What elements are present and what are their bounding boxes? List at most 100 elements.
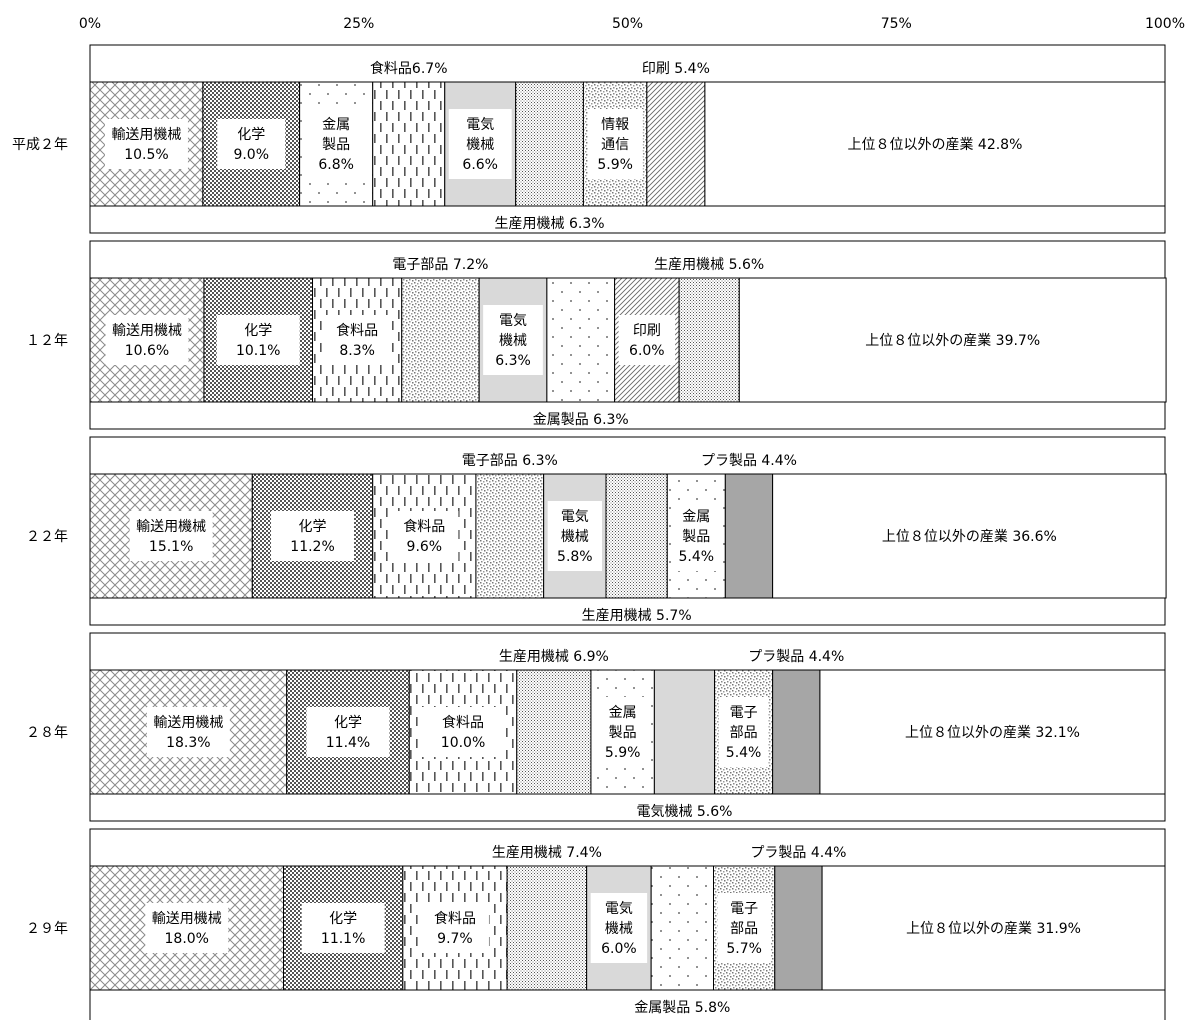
segment-label-bg xyxy=(594,697,651,767)
bar-segment xyxy=(515,81,584,207)
bar-segment xyxy=(724,473,774,599)
segment-label-bg xyxy=(216,315,300,365)
segment-outside-label: 電子部品 6.3% xyxy=(462,453,558,469)
bar-segment xyxy=(678,277,740,403)
segment-label-bg xyxy=(448,109,512,179)
bar-segment xyxy=(819,669,1166,795)
x-tick-label: 0% xyxy=(79,16,101,32)
segment-label-bg xyxy=(145,903,229,953)
segment-label: 機械 xyxy=(466,137,494,153)
segment-label: 5.4% xyxy=(679,549,715,565)
segment-label: 化学 xyxy=(237,127,265,143)
segment-label: 金属 xyxy=(322,117,350,133)
bar-segment xyxy=(738,277,1167,403)
segment-label: 電気 xyxy=(466,117,494,133)
segment-label: 電子 xyxy=(730,901,758,917)
segment-label: 8.3% xyxy=(339,343,375,359)
segment-label-bg xyxy=(717,893,771,963)
x-tick-label: 25% xyxy=(343,16,374,32)
segment-outside-label: 生産用機械 5.6% xyxy=(654,257,764,273)
segment-label-bg xyxy=(323,315,392,365)
segment-label: 化学 xyxy=(244,323,272,339)
segment-label: 上位８位以外の産業 31.9% xyxy=(906,921,1081,937)
segment-label: 金属 xyxy=(609,705,637,721)
segment-label-bg xyxy=(146,707,230,757)
bar-segment xyxy=(704,81,1166,207)
segment-outside-label: 金属製品 5.8% xyxy=(634,1000,730,1016)
segment-label-bg xyxy=(718,697,769,767)
x-axis-ticks: 0% 25% 50% 75% 100% xyxy=(79,16,1185,32)
row-label: ２９年 xyxy=(26,921,68,937)
segment-label: 金属 xyxy=(682,509,710,525)
segment-label-bg xyxy=(129,511,213,561)
segment-outside-label: プラ製品 4.4% xyxy=(748,649,844,665)
segment-label: 18.0% xyxy=(165,931,209,947)
bar-segment xyxy=(546,277,616,403)
segment-label: 11.4% xyxy=(326,735,370,751)
segment-label: 機械 xyxy=(605,921,633,937)
segment-label: 輸送用機械 xyxy=(111,127,181,143)
segment-label: 15.1% xyxy=(149,539,193,555)
row-label: ２２年 xyxy=(26,529,68,545)
segment-label-bg xyxy=(421,707,505,757)
bar-row: ２８年 輸送用機械 18.3% 化学 11.4% 食料品 10.0% 生産用機械 6.9% 金属… xyxy=(26,632,1166,822)
x-tick-label: 100% xyxy=(1145,16,1185,32)
segment-label: 製品 xyxy=(609,725,637,741)
bar-segment xyxy=(372,81,446,207)
segment-label: 印刷 xyxy=(633,323,661,339)
segment-label-bg xyxy=(104,119,188,169)
segment-label: 上位８位以外の産業 39.7% xyxy=(865,333,1040,349)
segment-label: 輸送用機械 xyxy=(136,519,206,535)
segment-label: 6.0% xyxy=(601,941,637,957)
bar-segment xyxy=(646,81,706,207)
bar-row: ２９年 輸送用機械 18.0% 化学 11.1% 食料品 9.7% 生産用機械 7.4% 電気機… xyxy=(26,828,1166,1020)
segment-label: 5.7% xyxy=(726,941,762,957)
segment-label: 食料品 xyxy=(442,714,484,731)
segment-label: 上位８位以外の産業 32.1% xyxy=(905,725,1080,741)
x-tick-label: 75% xyxy=(881,16,912,32)
segment-label: 11.1% xyxy=(321,931,365,947)
segment-outside-label: 金属製品 6.3% xyxy=(533,412,629,428)
segment-label: 機械 xyxy=(561,529,589,545)
segment-label: 電気 xyxy=(561,509,589,525)
segment-label: 6.3% xyxy=(495,353,531,369)
segment-label: 5.4% xyxy=(726,745,762,761)
segment-label: 10.6% xyxy=(125,343,169,359)
segment-outside-label: 電気機械 5.6% xyxy=(636,804,732,820)
bar-segment xyxy=(774,865,823,991)
row-label: １２年 xyxy=(26,333,68,349)
row-label: ２８年 xyxy=(26,725,68,741)
segment-label: 9.0% xyxy=(233,147,269,163)
segment-label: 食料品 xyxy=(336,322,378,339)
segment-outside-label: 食料品6.7% xyxy=(370,60,448,77)
segment-outside-label: プラ製品 4.4% xyxy=(750,845,846,861)
bar-row: ２２年 輸送用機械 15.1% 化学 11.2% 食料品 9.6% 電子部品 6.3% 電気機械… xyxy=(26,436,1167,626)
segment-label-bg xyxy=(547,501,602,571)
segment-label: 製品 xyxy=(322,137,350,153)
segment-label-bg xyxy=(390,511,459,561)
segment-label-bg xyxy=(217,119,286,169)
segment-label: 上位８位以外の産業 42.8% xyxy=(847,137,1022,153)
segment-label: 製品 xyxy=(682,529,710,545)
segment-label: 9.7% xyxy=(437,931,473,947)
bar-rows: 平成２年輸送用機械10.5%化学9.0%金属製品6.8%食料品6.7%電気機械6… xyxy=(12,44,1167,1020)
bar-row: 平成２年 輸送用機械 10.5% 化学 9.0% 金属製品 6.8% 食料品6.7% 電気機械 6… xyxy=(12,44,1166,234)
bar-segment xyxy=(401,277,480,403)
segment-label-bg xyxy=(671,501,722,571)
segment-label: 10.0% xyxy=(441,735,485,751)
segment-outside-label: 印刷 5.4% xyxy=(642,61,710,77)
segment-label: 5.8% xyxy=(557,549,593,565)
segment-label: 10.5% xyxy=(124,147,168,163)
bar-segment xyxy=(516,669,592,795)
segment-label: 9.6% xyxy=(407,539,443,555)
segment-label: 輸送用機械 xyxy=(152,911,222,927)
segment-label: 機械 xyxy=(499,333,527,349)
bar-segment xyxy=(772,669,821,795)
segment-label: 電気 xyxy=(499,313,527,329)
segment-label: 10.1% xyxy=(236,343,280,359)
segment-label: 6.0% xyxy=(629,343,665,359)
bar-segment xyxy=(653,669,716,795)
segment-label: 18.3% xyxy=(166,735,210,751)
